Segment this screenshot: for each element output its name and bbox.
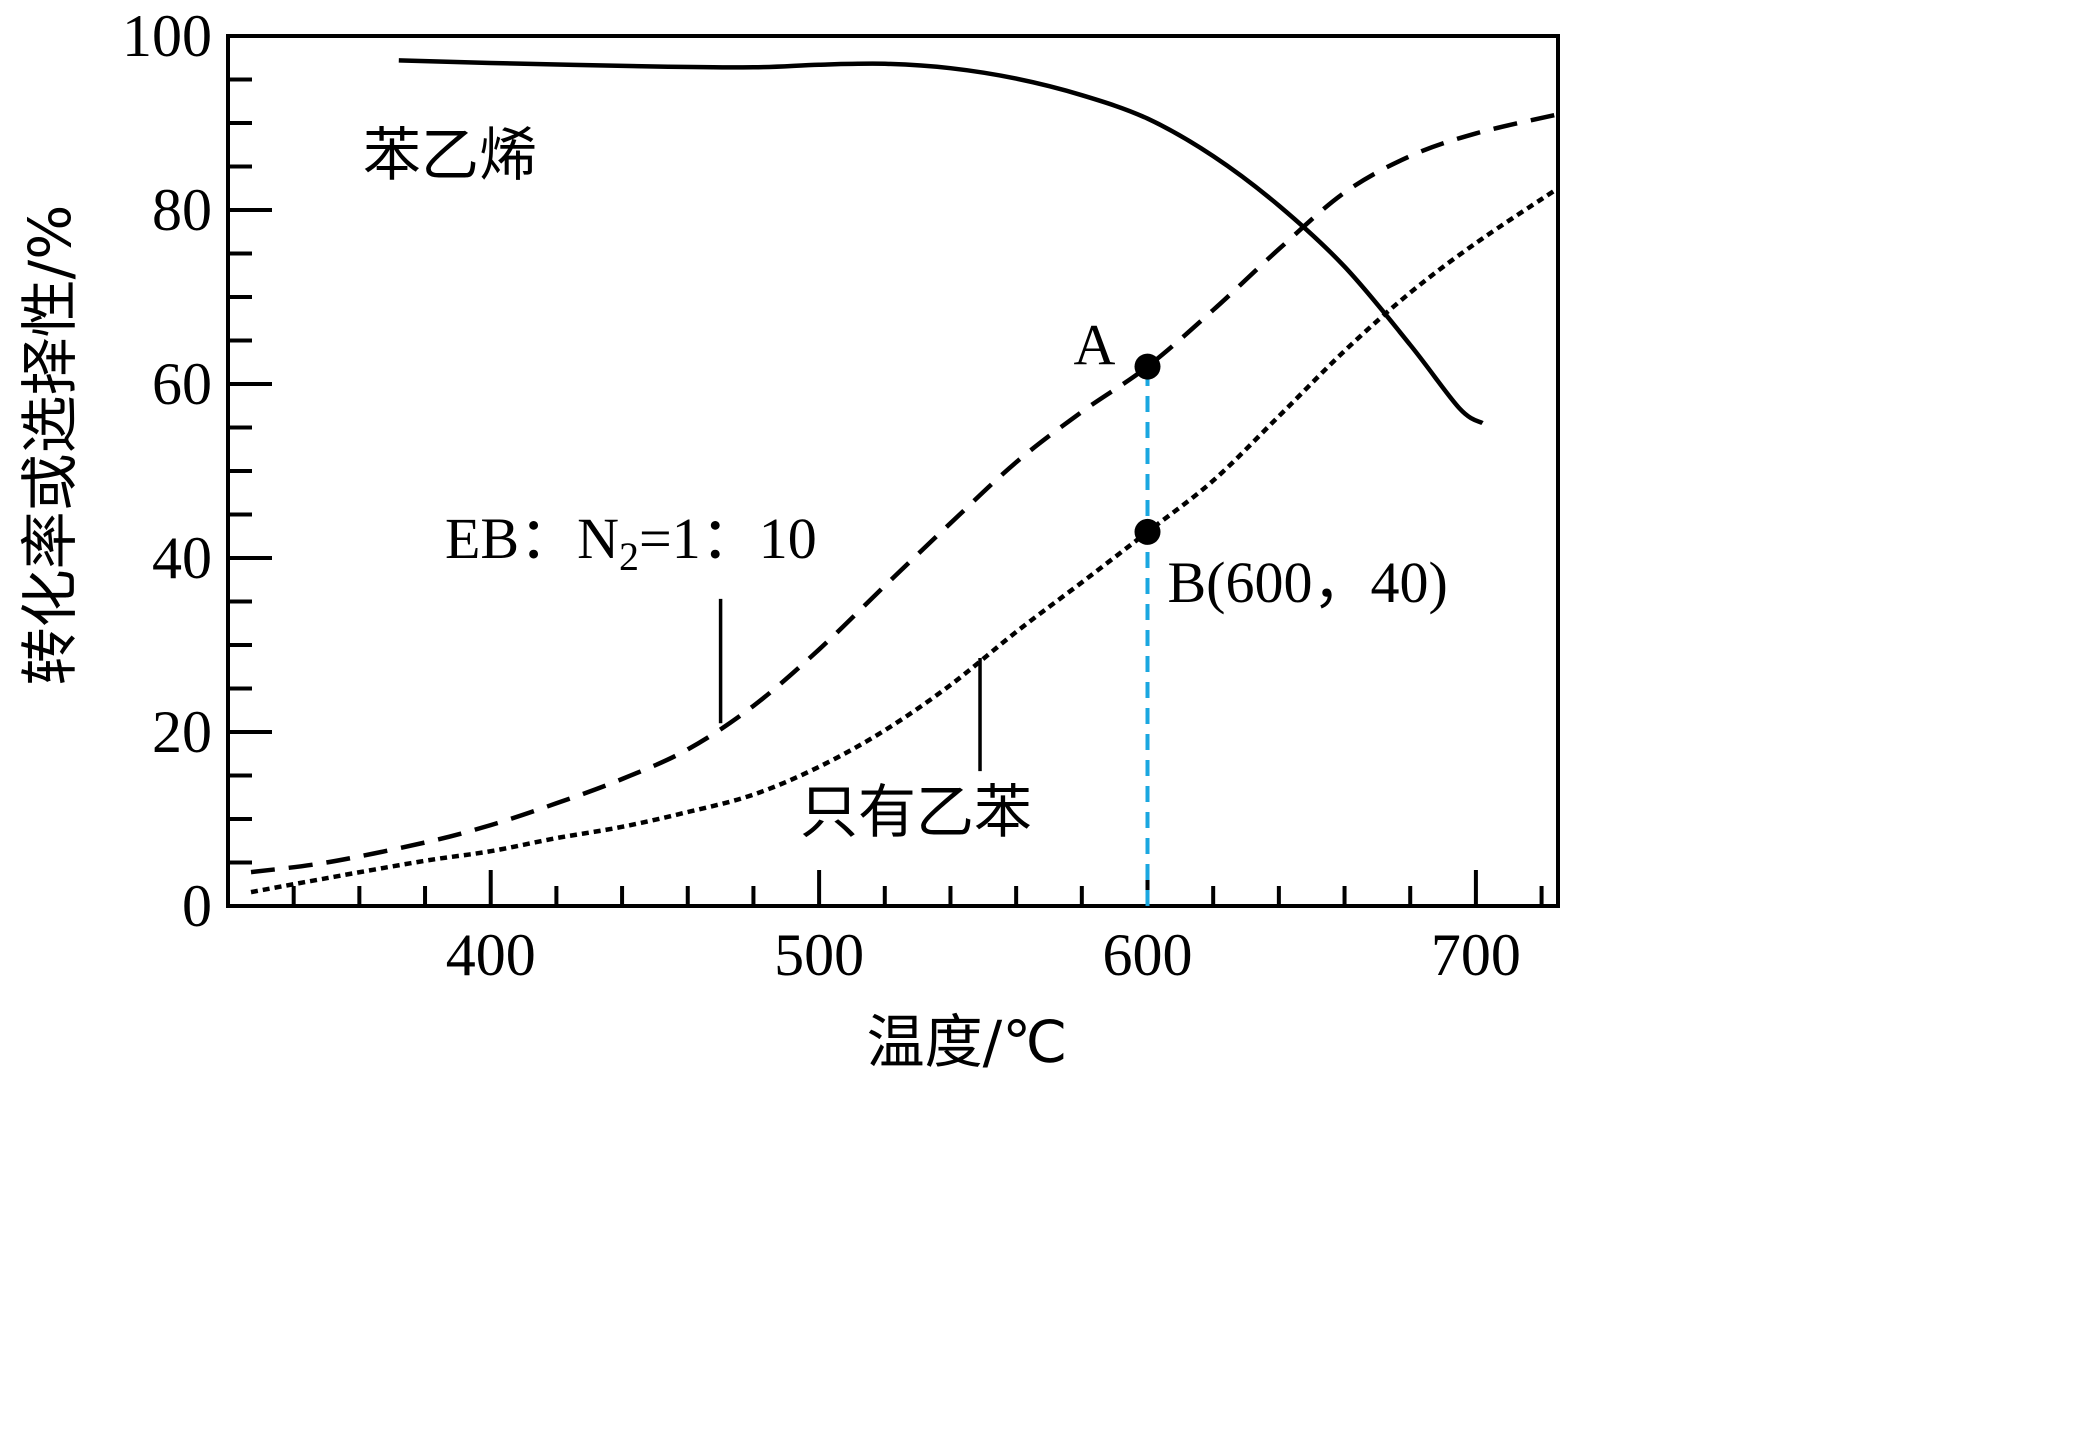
only-eb-label: 只有乙苯 <box>800 778 1032 846</box>
y-tick-label: 20 <box>152 699 212 765</box>
plot-layer: 400 500 600 700 0 20 40 60 80 100 A B(600，40) <box>122 3 1560 988</box>
point-a <box>1134 353 1161 380</box>
ratio-label-part2: =1：10 <box>639 506 817 571</box>
point-b-label: B(600，40) <box>1168 550 1448 615</box>
y-tick-label: 80 <box>152 177 212 243</box>
x-tick-label: 600 <box>1103 922 1193 988</box>
y-tick-label: 40 <box>152 525 212 591</box>
styrene-selectivity-line <box>398 58 1484 426</box>
chart: 400 500 600 700 0 20 40 60 80 100 A B(600，40) 苯乙烯 E… <box>16 3 1560 1076</box>
x-axis-title: 温度/℃ <box>867 1008 1068 1076</box>
x-tick-label: 400 <box>446 922 536 988</box>
ratio-label-subscript: 2 <box>619 534 639 579</box>
y-axis-title: 转化率或选择性/% <box>16 205 84 686</box>
eb-n2-conversion-line <box>250 112 1559 875</box>
x-tick-label: 700 <box>1431 922 1521 988</box>
point-b <box>1134 518 1161 545</box>
y-tick-label: 0 <box>182 873 212 939</box>
ratio-label: EB：N2=1：10 <box>445 506 817 579</box>
point-a-label: A <box>1074 313 1116 378</box>
y-tick-label: 60 <box>152 351 212 417</box>
ratio-label-part1: EB：N <box>445 506 619 571</box>
x-tick-label: 500 <box>774 922 864 988</box>
label-layer: 苯乙烯 EB：N2=1：10 只有乙苯 温度/℃ 转化率或选择性/% <box>16 121 1067 1076</box>
y-tick-label: 100 <box>122 3 212 69</box>
styrene-label: 苯乙烯 <box>363 121 537 189</box>
